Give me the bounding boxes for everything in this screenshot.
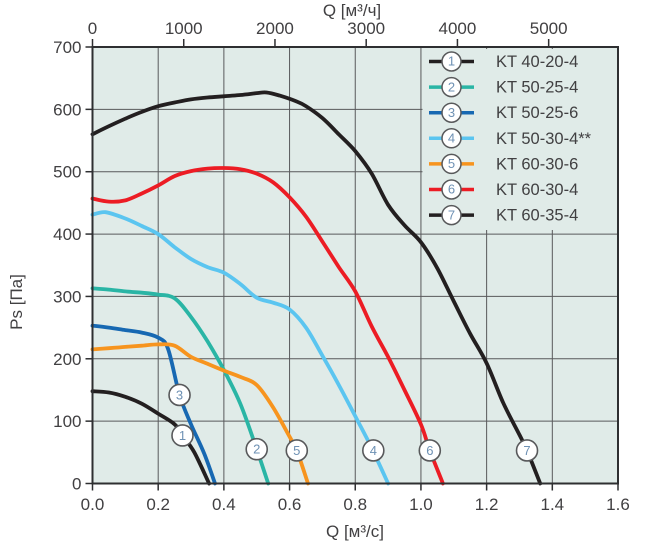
y-axis-title: Ps [Па]: [7, 274, 26, 330]
marker-circle: [515, 439, 539, 462]
top-tick-label: 3000: [347, 19, 385, 38]
top-tick-label: 4000: [439, 19, 477, 38]
bottom-axis-title: Q [м³/с]: [326, 522, 384, 541]
curve-marker-3: 3: [168, 383, 191, 407]
legend: 1 KT 40-20-4 2 KT 50-25-4 3 KT 50-25-6 4 KT 50-…: [422, 49, 618, 230]
legend-label: KT 40-20-4: [496, 53, 578, 71]
legend-row-kt-50-25-4: 2 KT 50-25-4: [429, 76, 578, 98]
legend-marker-circle: [441, 76, 462, 98]
curve-kt-60-30-6: [90, 342, 310, 486]
curve-kt-50-30-4: [90, 210, 390, 486]
curve-marker-1: 1: [171, 424, 194, 447]
bottom-tick-label: 1.0: [409, 495, 433, 514]
left-tick-label: 200: [53, 350, 81, 369]
curve-marker-7: 7: [515, 439, 539, 462]
left-tick-label: 100: [53, 412, 81, 431]
marker-circle: [418, 439, 442, 462]
legend-label: KT 50-25-6: [496, 104, 578, 122]
curve-kt-60-35-4: [90, 90, 543, 486]
legend-row-kt-60-30-6: 5 KT 60-30-6: [429, 153, 578, 175]
left-tick-label: 0: [72, 475, 81, 494]
legend-label: KT 60-35-4: [496, 207, 578, 225]
legend-label: KT 60-30-6: [496, 155, 578, 173]
bottom-tick-label: 1.2: [475, 495, 499, 514]
marker-number: 2: [253, 442, 260, 457]
legend-row-kt-60-30-4: 6 KT 60-30-4: [429, 179, 578, 200]
legend-marker-circle: [441, 153, 462, 175]
legend-label: KT 50-25-4: [496, 79, 578, 97]
legend-marker-number: 6: [448, 182, 455, 197]
legend-row-kt-60-35-4: 7 KT 60-35-4: [429, 204, 578, 226]
legend-marker-number: 7: [448, 207, 455, 222]
marker-circle: [171, 424, 194, 447]
legend-label: KT 50-30-4**: [496, 130, 592, 148]
legend-label: KT 60-30-4: [496, 181, 578, 199]
left-tick-label: 300: [53, 287, 81, 306]
top-tick-label: 1000: [165, 19, 203, 38]
legend-marker-number: 4: [448, 131, 455, 146]
marker-circle: [245, 437, 269, 461]
legend-marker-circle: [441, 204, 462, 226]
bottom-tick-label: 0.0: [81, 495, 105, 514]
marker-number: 3: [176, 387, 183, 402]
legend-marker-number: 1: [448, 54, 455, 69]
marker-number: 4: [370, 443, 377, 458]
legend-row-kt-50-25-6: 3 KT 50-25-6: [429, 102, 578, 123]
bottom-tick-label: 1.6: [606, 495, 630, 514]
left-tick-label: 600: [53, 100, 81, 119]
legend-marker-circle: [441, 179, 462, 200]
top-tick-label: 0: [88, 19, 97, 38]
legend-marker-circle: [441, 128, 462, 149]
axis-tick-labels: 0.0 0.2 0.4 0.6 0.8 1.0 1.2 1.4 1.6 0 100 200 300 400…: [53, 19, 630, 514]
curve-kt-50-25-4: [90, 286, 271, 486]
legend-marker-circle: [441, 102, 462, 123]
marker-circle: [285, 439, 309, 462]
legend-marker-number: 3: [448, 105, 455, 120]
legend-marker-number: 2: [448, 79, 455, 94]
gridlines: [92, 47, 618, 484]
left-tick-label: 700: [53, 38, 81, 57]
top-axis-title: Q [м³/ч]: [323, 1, 381, 20]
marker-number: 6: [426, 443, 433, 458]
left-tick-label: 500: [53, 163, 81, 182]
marker-number: 7: [523, 443, 530, 458]
legend-row-kt-50-30-4: 4 KT 50-30-4**: [429, 128, 592, 149]
curve-kt-50-25-6: [90, 323, 217, 486]
curve-kt-40-20-4: [90, 389, 211, 486]
marker-number: 1: [179, 428, 186, 443]
marker-number: 5: [293, 443, 300, 458]
legend-row-kt-40-20-4: 1 KT 40-20-4: [429, 51, 578, 72]
curve-number-markers: 1 2 3 4 5 6 7: [168, 383, 539, 462]
top-tick-label: 5000: [530, 19, 568, 38]
bottom-tick-label: 0.8: [343, 495, 367, 514]
bottom-tick-label: 0.2: [146, 495, 170, 514]
marker-circle: [362, 439, 385, 462]
left-tick-label: 400: [53, 225, 81, 244]
top-tick-label: 2000: [256, 19, 294, 38]
axis-ticks: [85, 39, 619, 491]
legend-marker-circle: [441, 51, 462, 72]
curve-marker-5: 5: [285, 439, 309, 462]
curves: [90, 90, 543, 486]
curve-marker-4: 4: [362, 439, 385, 462]
bottom-tick-label: 1.4: [540, 495, 564, 514]
bottom-tick-label: 0.4: [212, 495, 236, 514]
curve-marker-6: 6: [418, 439, 442, 462]
curve-kt-60-30-4: [90, 166, 445, 486]
legend-marker-number: 5: [448, 156, 455, 171]
bottom-tick-label: 0.6: [278, 495, 302, 514]
marker-circle: [168, 383, 191, 407]
curve-marker-2: 2: [245, 437, 269, 461]
